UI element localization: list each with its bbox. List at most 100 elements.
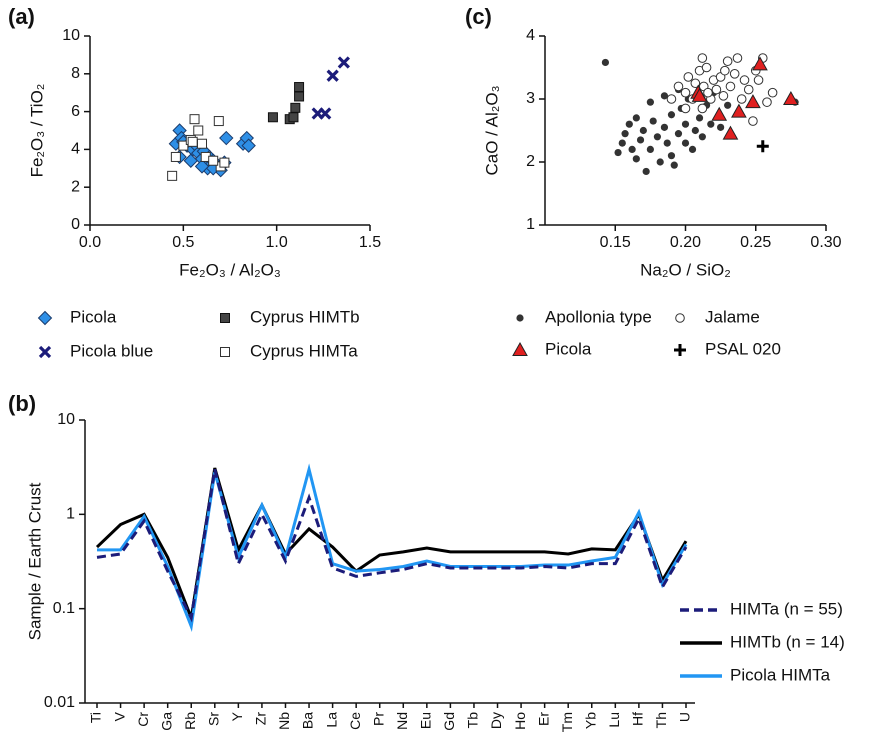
marker [673, 81, 684, 92]
marker [722, 56, 733, 67]
marker [697, 53, 708, 63]
marker [516, 314, 524, 322]
y-tick-label: 4 [526, 27, 535, 44]
marker [695, 114, 704, 122]
y-tick-label: 0.01 [44, 694, 75, 711]
x-tick-label: 1.0 [266, 234, 288, 251]
marker [729, 69, 740, 79]
marker [736, 94, 747, 104]
x-tick-label: Ga [158, 712, 174, 731]
marker [711, 84, 722, 95]
legend-label: Cyprus HIMTb [250, 307, 360, 326]
marker [646, 98, 654, 106]
y-tick-label: 2 [526, 153, 535, 170]
panel-label: (a) [8, 4, 35, 29]
marker [197, 138, 207, 149]
legend-label: PSAL 020 [705, 339, 781, 358]
marker [288, 112, 299, 123]
marker [632, 114, 640, 122]
y-tick-label: 8 [71, 65, 80, 82]
marker [660, 123, 669, 131]
marker [743, 84, 754, 95]
marker [241, 138, 256, 153]
marker [724, 101, 732, 109]
x-tick-label: Ho [512, 712, 528, 730]
legend-label: HIMTa (n = 55) [730, 599, 843, 618]
marker [711, 106, 728, 121]
x-tick-label: Hf [630, 712, 646, 726]
x-tick-label: Gd [441, 712, 457, 731]
panel-label: (b) [8, 391, 36, 416]
marker [38, 345, 52, 359]
marker [512, 341, 528, 356]
marker [722, 125, 739, 140]
marker [639, 126, 647, 135]
marker [745, 94, 761, 109]
marker [319, 107, 332, 120]
x-tick-label: Tb [465, 712, 481, 729]
x-tick-label: Th [653, 712, 669, 728]
x-tick-label: Ce [347, 712, 363, 730]
marker [187, 136, 198, 147]
y-tick-label: 6 [71, 103, 80, 120]
marker [601, 58, 610, 67]
marker [752, 56, 768, 71]
marker [698, 133, 706, 141]
x-tick-label: Eu [418, 712, 434, 729]
series-line [96, 468, 688, 623]
series-line [95, 467, 688, 624]
y-tick-label: 0 [71, 216, 80, 233]
marker [783, 90, 799, 105]
x-axis-label: Fe₂O₃ / Al₂O₃ [179, 260, 281, 279]
x-tick-label: Nd [394, 712, 410, 730]
x-tick-label: Lu [606, 712, 622, 728]
marker [642, 167, 650, 176]
marker [660, 92, 669, 100]
x-tick-label: 0.20 [670, 234, 701, 251]
marker [681, 120, 690, 128]
marker [326, 69, 339, 82]
marker [732, 53, 743, 63]
marker [725, 81, 736, 92]
x-tick-label: Zr [253, 712, 269, 726]
legend-label: Picola [545, 339, 592, 358]
marker [628, 145, 636, 153]
marker [666, 94, 677, 104]
x-tick-label: 0.5 [172, 234, 194, 251]
y-tick-label: 3 [526, 90, 535, 107]
marker [656, 158, 664, 166]
y-tick-label: 4 [71, 141, 80, 158]
legend-label: HIMTb (n = 14) [730, 632, 845, 651]
marker [680, 87, 691, 98]
marker [621, 130, 629, 138]
x-tick-label: 0.15 [600, 234, 631, 251]
marker [753, 75, 764, 85]
marker [220, 347, 230, 357]
marker [718, 91, 729, 101]
marker [220, 313, 230, 323]
x-tick-label: Rb [182, 712, 198, 730]
marker [189, 114, 200, 125]
marker [614, 148, 622, 157]
y-tick-label: 1 [66, 506, 75, 523]
marker [632, 155, 640, 163]
x-tick-label: 0.0 [79, 234, 101, 251]
x-tick-label: Er [535, 712, 551, 726]
x-tick-label: Sr [206, 712, 222, 726]
marker [649, 117, 657, 125]
marker [618, 139, 626, 147]
x-tick-label: Ti [88, 712, 104, 723]
legend-label: Cyprus HIMTa [250, 341, 358, 360]
legend-label: Jalame [705, 307, 760, 326]
x-tick-label: Tm [559, 712, 575, 732]
marker [717, 123, 725, 131]
x-tick-label: Y [229, 711, 245, 721]
marker [653, 133, 662, 141]
marker [663, 139, 671, 147]
y-axis-label: Fe₂O₃ / TiO₂ [27, 84, 46, 178]
marker [213, 116, 224, 127]
marker [646, 145, 654, 153]
y-tick-label: 10 [57, 411, 75, 428]
legend-label: Picola blue [70, 341, 153, 360]
marker [290, 102, 301, 113]
